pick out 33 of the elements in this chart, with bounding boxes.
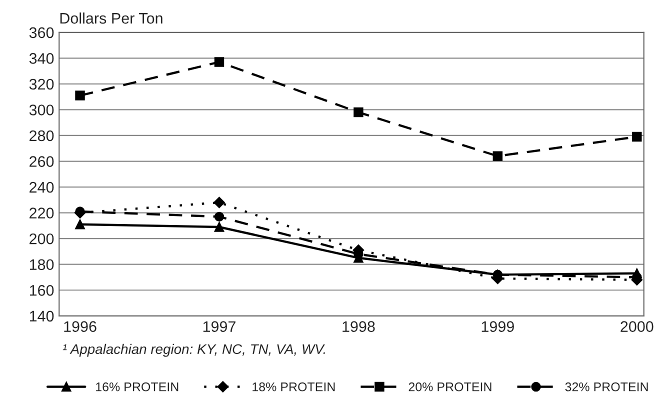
y-tick-label: 320	[29, 78, 54, 90]
point	[75, 90, 85, 100]
point	[354, 107, 364, 118]
x-tick-label: 1999	[482, 321, 514, 332]
point	[214, 196, 225, 208]
y-tick-label: 140	[30, 310, 54, 322]
x-tick-label: 2000	[620, 321, 654, 332]
point	[214, 212, 224, 222]
y-tick-label: 220	[30, 208, 54, 218]
x-tick-label: 1998	[342, 321, 375, 332]
y-tick-label: 200	[30, 233, 54, 244]
x-tick-label: 1996	[64, 321, 96, 332]
legend-label: 32% PROTEIN	[565, 382, 648, 392]
x-tick-label: 1997	[203, 321, 236, 332]
point	[75, 206, 85, 216]
point	[214, 222, 224, 232]
text: ¹ Appalachian region: KY, NC, TN, VA, WV.	[62, 344, 325, 357]
y-tick-label: 240	[30, 182, 54, 193]
legend-label: 18% PROTEIN	[252, 382, 335, 392]
y-tick-label: 180	[30, 259, 54, 270]
legend-label: 16% PROTEIN	[96, 382, 178, 392]
y-tick-label: 340	[29, 53, 54, 64]
legend-label: 20% PROTEIN	[408, 382, 492, 392]
y-tick-label: 300	[29, 104, 54, 116]
y-tick-label: 360	[29, 27, 54, 38]
y-tick-label: 160	[30, 284, 54, 296]
y-axis-title: Dollars Per Ton	[60, 12, 162, 24]
y-tick-label: 280	[30, 130, 54, 142]
point	[214, 57, 224, 67]
point	[492, 151, 503, 161]
point	[632, 132, 642, 142]
y-tick-label: 260	[30, 156, 54, 167]
point	[75, 220, 85, 230]
